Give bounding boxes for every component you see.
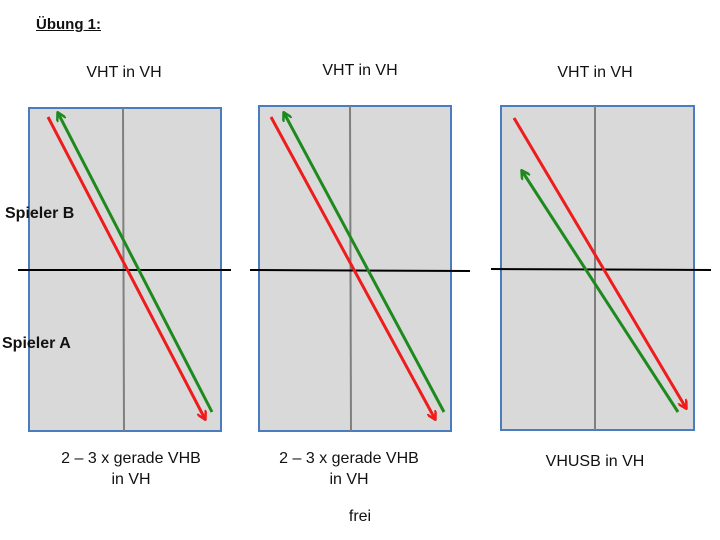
panel-1-caption: 2 – 3 x gerade VHB in VH xyxy=(21,448,241,490)
panel-2-caption-line2: in VH xyxy=(329,471,369,488)
panel-1-caption-line1: 2 – 3 x gerade VHB xyxy=(61,450,201,467)
red-arrow xyxy=(269,116,435,419)
panel-2-caption: 2 – 3 x gerade VHB in VH xyxy=(239,448,459,490)
panel-2-heading: VHT in VH xyxy=(322,62,398,79)
table-panel-3 xyxy=(490,105,712,431)
panel-3-caption: VHUSB in VH xyxy=(485,451,705,472)
panel-3-caption-line1: VHUSB in VH xyxy=(545,453,645,470)
red-arrow xyxy=(512,117,686,408)
footer-note: frei xyxy=(348,508,372,525)
panel-1-heading: VHT in VH xyxy=(86,64,162,81)
panel-2-caption-line1: 2 – 3 x gerade VHB xyxy=(279,450,419,467)
panel-3-heading: VHT in VH xyxy=(557,64,633,81)
table-panel-1 xyxy=(18,107,231,432)
player-a-label: Spieler A xyxy=(2,335,71,352)
table-surface xyxy=(258,105,452,432)
green-arrow xyxy=(522,171,680,413)
table-surface xyxy=(500,105,695,431)
exercise-title: Übung 1: xyxy=(36,16,101,33)
net-line xyxy=(490,268,712,271)
table-center-line xyxy=(349,105,352,432)
player-b-label: Spieler B xyxy=(5,205,75,222)
green-arrow xyxy=(58,113,214,413)
panel-1-caption-line2: in VH xyxy=(111,471,151,488)
green-arrow xyxy=(284,113,446,413)
net-line xyxy=(249,269,471,272)
table-panel-2 xyxy=(249,105,471,432)
red-arrow xyxy=(46,116,205,419)
